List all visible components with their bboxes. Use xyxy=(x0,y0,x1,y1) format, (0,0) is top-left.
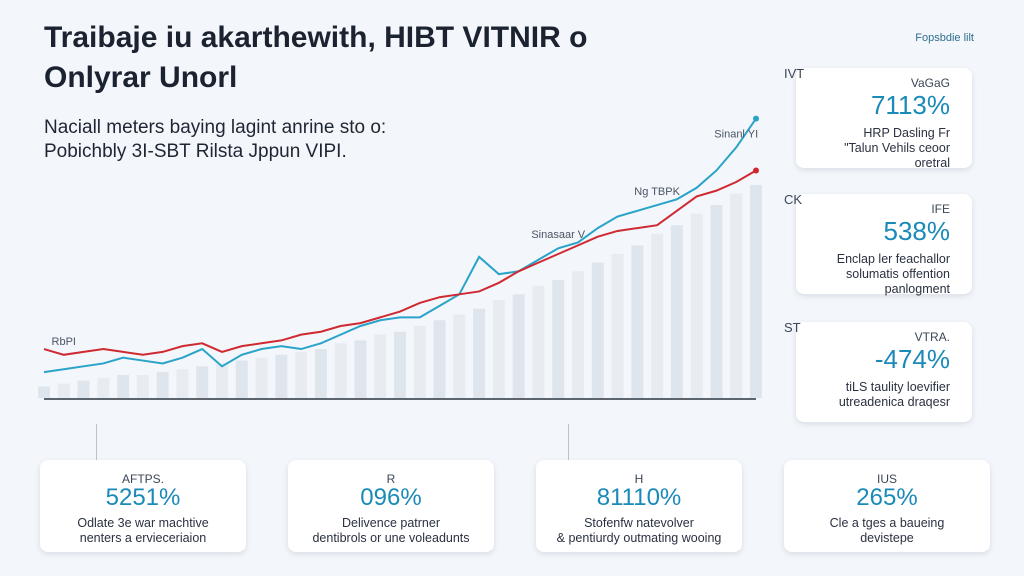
background-bar xyxy=(77,380,90,398)
background-bar xyxy=(750,184,762,398)
background-bar xyxy=(512,294,525,398)
stat-card-description: Enclap ler feachallor solumatis offentio… xyxy=(836,252,950,296)
stat-card-label: VTRA. xyxy=(914,330,950,344)
background-bar xyxy=(492,300,505,398)
metric-card: R 096% Delivence patrner dentibrols or u… xyxy=(288,460,494,552)
background-bar xyxy=(156,372,169,398)
background-bar xyxy=(117,374,130,398)
background-bar xyxy=(136,374,149,398)
background-bar xyxy=(295,351,308,398)
page-title: Traibaje iu akarthewith, HIBT VITNIR o O… xyxy=(44,18,744,98)
metric-card-description: Delivence patrner dentibrols or une vole… xyxy=(312,516,470,545)
stat-card-value: 7113% xyxy=(870,90,950,120)
background-bar xyxy=(216,363,228,398)
background-bar xyxy=(532,285,545,398)
stat-card-description: tiLS taulity loevifier utreadenica draqe… xyxy=(838,380,950,409)
background-bar xyxy=(374,334,387,398)
line-chart: Sinanl YI Ng TBPK Sinasaar V RbPI xyxy=(38,115,762,400)
background-bar xyxy=(552,279,565,398)
stat-card-label: VaGaG xyxy=(910,76,950,90)
background-bar xyxy=(651,233,664,398)
title-line-2: Onlyrar Unorl xyxy=(44,61,238,94)
background-bar xyxy=(710,205,723,398)
stat-card-tag: CK xyxy=(784,192,803,207)
background-bar xyxy=(394,331,406,398)
metric-card-description: Cle a tges a baueing devistepe xyxy=(829,516,945,545)
metric-card-value: 096% xyxy=(360,484,422,511)
background-bar xyxy=(572,271,584,398)
background-bar xyxy=(631,245,644,398)
background-bar xyxy=(453,314,466,398)
metric-card-label: IUS xyxy=(876,472,897,486)
connector-line xyxy=(568,424,569,460)
background-bar xyxy=(413,326,426,398)
stat-card-label: IFE xyxy=(931,202,950,216)
metric-card-description: Stofenfw natevolver & pentiurdy outmatin… xyxy=(556,516,722,545)
series-line-1 xyxy=(43,118,757,374)
background-bar xyxy=(38,386,50,398)
chart-annotation: Sinasaar V xyxy=(531,229,585,241)
background-bar xyxy=(57,383,70,398)
series-end-point xyxy=(753,167,759,174)
background-bar xyxy=(433,320,446,398)
background-bar xyxy=(255,357,268,398)
series-end-point xyxy=(753,115,759,122)
stat-card-tag: ST xyxy=(784,320,801,335)
background-bar xyxy=(473,308,486,398)
background-bar xyxy=(334,343,347,398)
stat-card: ST VTRA. -474% tiLS taulity loevifier ut… xyxy=(784,320,972,422)
corner-tag: Fopsbdie lilt xyxy=(915,32,974,44)
title-line-1: Traibaje iu akarthewith, HIBT VITNIR o xyxy=(44,21,588,54)
stat-card-description: HRP Dasling Fr "Talun Vehils ceoor oretr… xyxy=(844,126,950,170)
stat-card-value: -474% xyxy=(874,344,950,374)
page-subtitle: Naciall meters baying lagint anrine sto … xyxy=(44,116,484,164)
metric-card-label: H xyxy=(634,472,644,486)
chart-annotation: Sinanl YI xyxy=(714,128,758,140)
metric-card-description: Odlate 3e war machtive nenters a erviece… xyxy=(77,516,209,545)
background-bar xyxy=(176,369,189,398)
background-bar xyxy=(730,193,743,398)
stat-card-value: 538% xyxy=(883,216,951,246)
metric-card-label: R xyxy=(386,472,396,486)
stat-card-tag: IVT xyxy=(784,66,805,81)
subtitle-line-2: Pobichbly 3I-SBT Rilsta Jppun VIPI. xyxy=(44,141,347,162)
metric-card: AFTPS. 5251% Odlate 3e war machtive nent… xyxy=(40,460,246,552)
metric-card-value: 265% xyxy=(856,484,918,511)
background-bar xyxy=(235,360,248,398)
metric-card: H 81110% Stofenfw natevolver & pentiurdy… xyxy=(536,460,742,552)
background-bar xyxy=(196,366,209,398)
subtitle-line-1: Naciall meters baying lagint anrine sto … xyxy=(44,117,387,138)
background-bar xyxy=(275,354,288,398)
stat-card: CK IFE 538% Enclap ler feachallor soluma… xyxy=(784,192,972,296)
background-bar xyxy=(670,225,683,398)
metric-card-value: 5251% xyxy=(105,484,181,511)
connector-line xyxy=(96,424,97,460)
metric-card-value: 81110% xyxy=(596,484,682,511)
background-bar xyxy=(314,349,327,398)
stat-card: IVT VaGaG 7113% HRP Dasling Fr "Talun Ve… xyxy=(784,66,972,170)
background-bar xyxy=(97,377,110,398)
series-line-2 xyxy=(43,169,757,356)
background-bar xyxy=(354,340,367,398)
background-bar xyxy=(611,254,624,398)
background-bar xyxy=(591,262,604,398)
chart-annotation: Ng TBPK xyxy=(634,186,680,198)
chart-annotation: RbPI xyxy=(52,336,76,348)
metric-card: IUS 265% Cle a tges a baueing devistepe xyxy=(784,460,990,552)
metric-card-label: AFTPS. xyxy=(121,472,164,486)
background-bar xyxy=(690,213,703,398)
